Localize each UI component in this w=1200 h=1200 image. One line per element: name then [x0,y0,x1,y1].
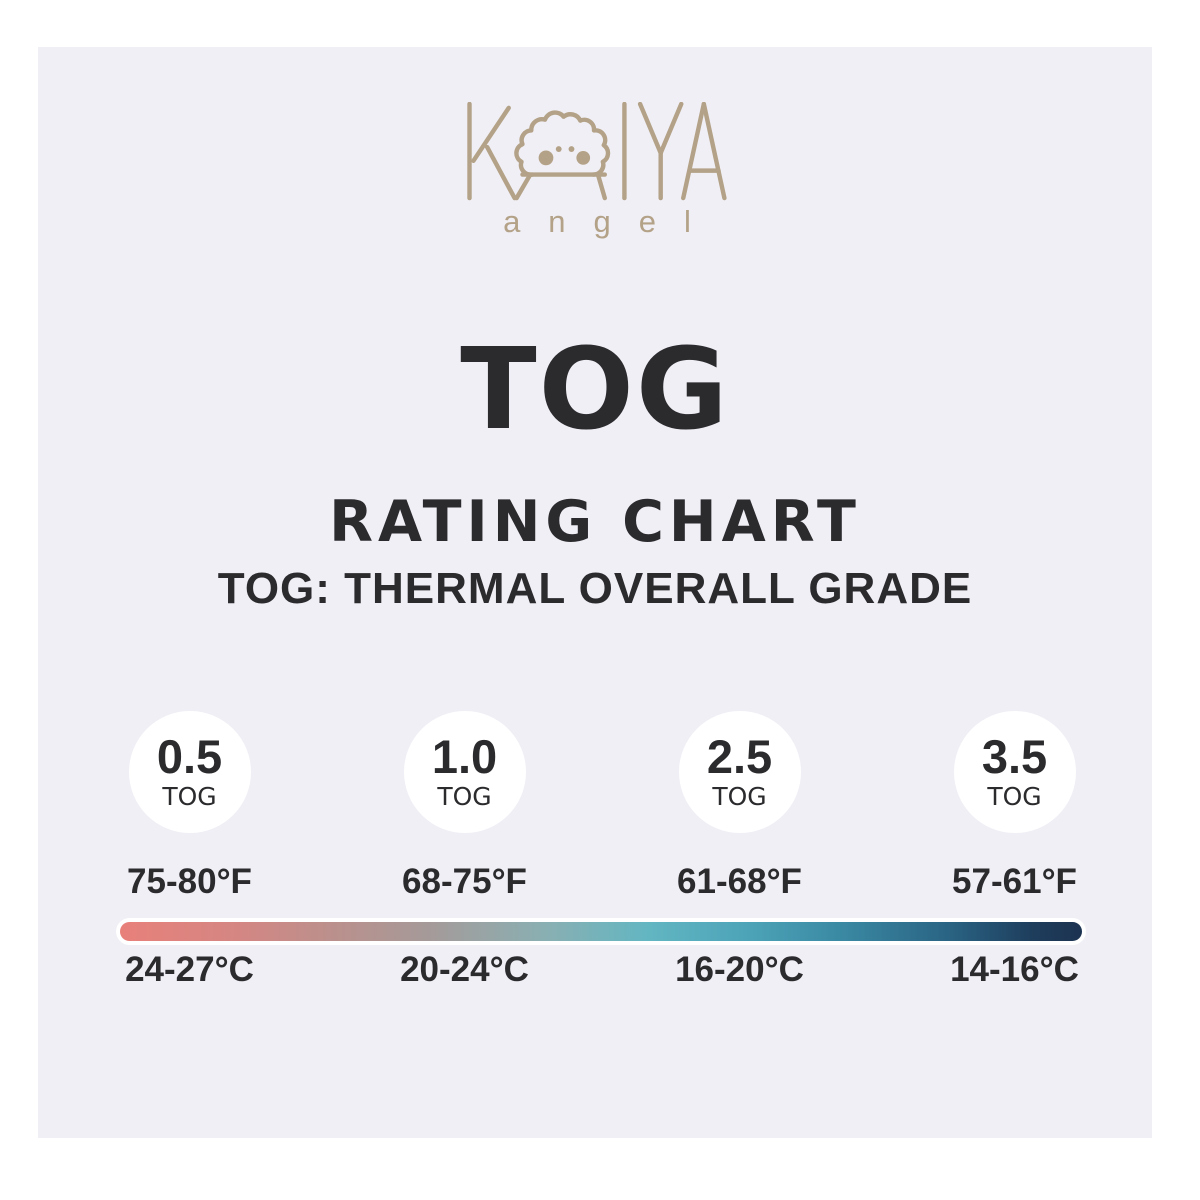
fahrenheit-label: 68-75°F [402,862,527,901]
tog-circle-3.5: 3.5 TOG [953,711,1076,833]
tog-circles-row: 0.5 TOG 1.0 TOG 2.5 TOG 3.5 TOG [38,711,1152,833]
tog-circle-0.5: 0.5 TOG [128,711,251,833]
tog-unit-label: TOG [437,782,492,812]
fahrenheit-label: 75-80°F [127,862,252,901]
tog-definition-text: TOG: THERMAL OVERALL GRADE [217,564,973,613]
fahrenheit-label: 57-61°F [952,862,1077,901]
kaiya-wordmark-sheep-icon [467,102,727,201]
tog-unit-label: TOG [162,782,217,812]
tog-circle-2.5: 2.5 TOG [678,711,801,833]
brand-logo [38,102,1152,202]
fahrenheit-label: 61-68°F [677,862,802,901]
tog-unit-label: TOG [987,782,1042,812]
tog-value: 3.5 [981,730,1048,784]
page-title: TOG [460,325,730,455]
tog-circle-1.0: 1.0 TOG [403,711,526,833]
brand-logo-subtitle: angel [503,204,719,239]
temperature-gradient-bar [120,922,1082,941]
tog-rating-card: angel TOG RATING CHART TOG: THERMAL OVER… [38,47,1152,1138]
celsius-label: 14-16°C [950,950,1079,989]
celsius-label: 20-24°C [400,950,529,989]
tog-value: 2.5 [706,730,773,784]
page-subtitle: RATING CHART [329,489,861,555]
tog-value: 1.0 [431,730,498,784]
fahrenheit-row: 75-80°F 68-75°F 61-68°F 57-61°F [38,862,1152,902]
celsius-row: 24-27°C 20-24°C 16-20°C 14-16°C [38,950,1152,990]
tog-column-1: 1.0 TOG [327,711,602,833]
tog-unit-label: TOG [712,782,767,812]
celsius-label: 16-20°C [675,950,804,989]
tog-value: 0.5 [156,730,223,784]
tog-column-0: 0.5 TOG [52,711,327,833]
celsius-label: 24-27°C [125,950,254,989]
tog-column-2: 2.5 TOG [602,711,877,833]
tog-column-3: 3.5 TOG [877,711,1152,833]
